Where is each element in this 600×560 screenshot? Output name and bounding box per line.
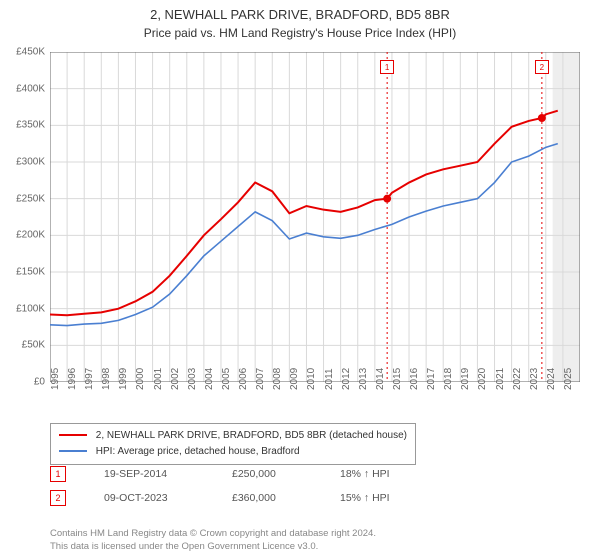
footer-line: Contains HM Land Registry data © Crown c… [50, 528, 376, 541]
x-tick-label: 1999 [118, 368, 129, 390]
y-tick-label: £400K [16, 83, 45, 94]
legend-swatch [59, 450, 87, 452]
x-tick-label: 2008 [272, 368, 283, 390]
chart-svg [50, 52, 580, 382]
y-tick-label: £250K [16, 193, 45, 204]
legend-item: 2, NEWHALL PARK DRIVE, BRADFORD, BD5 8BR… [59, 428, 407, 444]
y-tick-label: £150K [16, 267, 45, 278]
sale-pct: 18% ↑ HPI [340, 468, 430, 480]
x-tick-label: 2004 [204, 368, 215, 390]
x-tick-label: 2018 [443, 368, 454, 390]
x-tick-label: 2007 [255, 368, 266, 390]
y-tick-label: £200K [16, 230, 45, 241]
x-tick-label: 2021 [495, 368, 506, 390]
x-tick-label: 1997 [84, 368, 95, 390]
legend: 2, NEWHALL PARK DRIVE, BRADFORD, BD5 8BR… [50, 423, 416, 465]
y-tick-label: £450K [16, 47, 45, 58]
x-tick-label: 2015 [392, 368, 403, 390]
legend-swatch [59, 434, 87, 436]
x-tick-label: 2022 [512, 368, 523, 390]
sale-price: £360,000 [232, 492, 322, 504]
sale-marker-icon: 2 [50, 490, 66, 506]
y-tick-label: £100K [16, 303, 45, 314]
x-tick-label: 2023 [529, 368, 540, 390]
x-tick-label: 2003 [187, 368, 198, 390]
sale-marker-box: 1 [380, 60, 394, 74]
legend-item: HPI: Average price, detached house, Brad… [59, 444, 407, 460]
chart-subtitle: Price paid vs. HM Land Registry's House … [0, 24, 600, 40]
sale-price: £250,000 [232, 468, 322, 480]
x-tick-label: 2016 [409, 368, 420, 390]
x-tick-label: 2000 [135, 368, 146, 390]
x-tick-label: 2009 [289, 368, 300, 390]
legend-label: HPI: Average price, detached house, Brad… [96, 446, 300, 457]
y-tick-label: £300K [16, 157, 45, 168]
footer-line: This data is licensed under the Open Gov… [50, 541, 376, 554]
sale-row: 1 19-SEP-2014 £250,000 18% ↑ HPI [50, 466, 430, 482]
sale-marker-icon: 1 [50, 466, 66, 482]
x-tick-label: 2011 [324, 368, 335, 390]
x-tick-label: 1996 [67, 368, 78, 390]
legend-label: 2, NEWHALL PARK DRIVE, BRADFORD, BD5 8BR… [96, 430, 407, 441]
x-tick-label: 2017 [426, 368, 437, 390]
x-tick-label: 1995 [50, 368, 61, 390]
x-tick-label: 2001 [153, 368, 164, 390]
footer: Contains HM Land Registry data © Crown c… [50, 528, 376, 554]
x-tick-label: 2013 [358, 368, 369, 390]
sale-date: 09-OCT-2023 [104, 492, 214, 504]
x-tick-label: 2025 [563, 368, 574, 390]
x-tick-label: 2010 [306, 368, 317, 390]
page: 2, NEWHALL PARK DRIVE, BRADFORD, BD5 8BR… [0, 0, 600, 560]
x-tick-label: 1998 [101, 368, 112, 390]
chart-area: £0£50K£100K£150K£200K£250K£300K£350K£400… [50, 52, 580, 382]
x-tick-label: 2020 [477, 368, 488, 390]
x-tick-label: 2006 [238, 368, 249, 390]
x-tick-label: 2012 [341, 368, 352, 390]
y-tick-label: £50K [22, 340, 45, 351]
y-tick-label: £350K [16, 120, 45, 131]
sale-date: 19-SEP-2014 [104, 468, 214, 480]
x-tick-label: 2024 [546, 368, 557, 390]
x-tick-label: 2002 [170, 368, 181, 390]
x-tick-label: 2019 [460, 368, 471, 390]
sale-marker-box: 2 [535, 60, 549, 74]
y-tick-label: £0 [34, 377, 45, 388]
x-tick-label: 2014 [375, 368, 386, 390]
x-tick-label: 2005 [221, 368, 232, 390]
sale-row: 2 09-OCT-2023 £360,000 15% ↑ HPI [50, 490, 430, 506]
sale-pct: 15% ↑ HPI [340, 492, 430, 504]
chart-title: 2, NEWHALL PARK DRIVE, BRADFORD, BD5 8BR [0, 0, 600, 24]
